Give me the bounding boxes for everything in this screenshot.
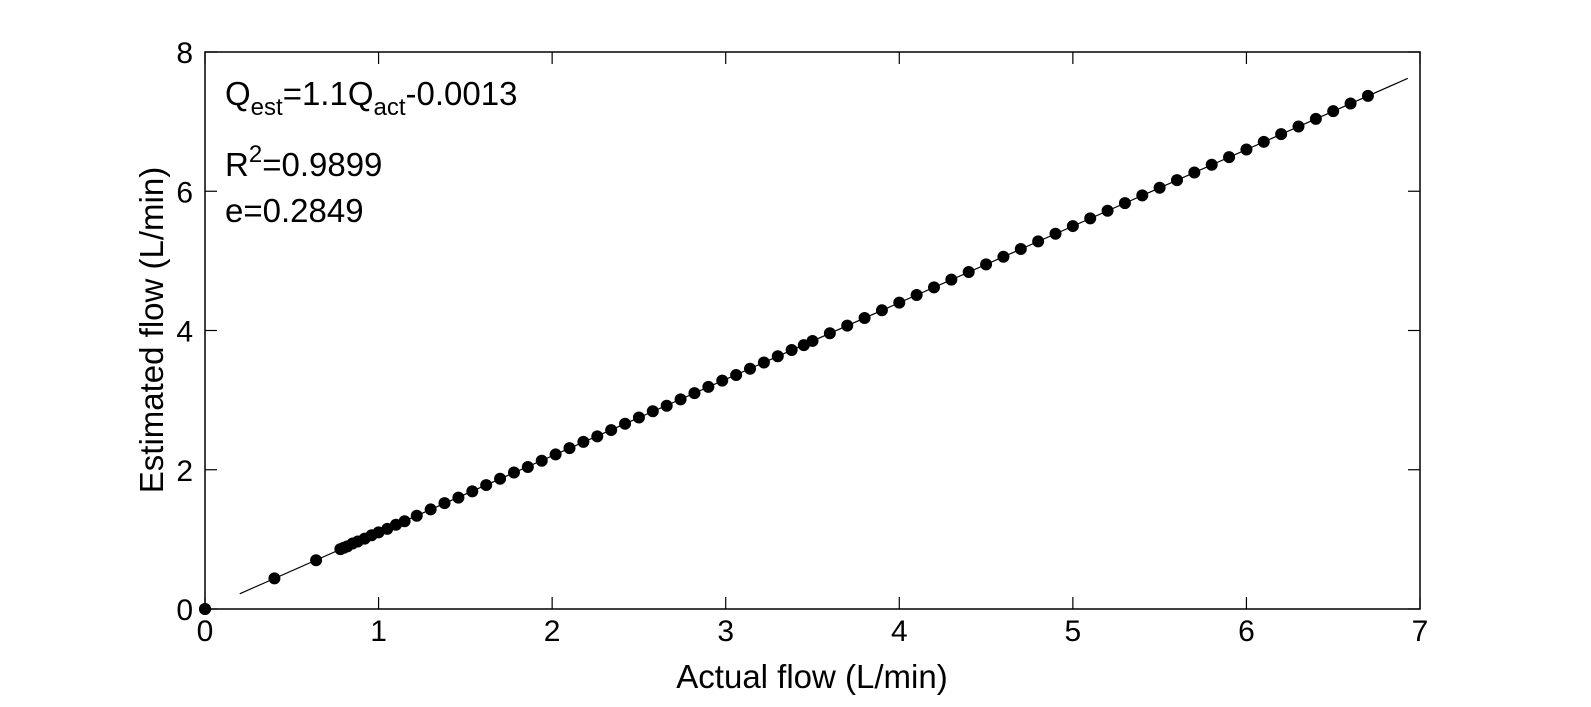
- data-point: [858, 311, 871, 324]
- data-point: [438, 497, 451, 510]
- data-point: [466, 485, 479, 498]
- data-point: [535, 454, 548, 467]
- data-point: [398, 515, 411, 528]
- data-point: [997, 250, 1010, 263]
- x-tick-label: 0: [197, 615, 214, 648]
- r-squared-base: R: [225, 146, 249, 183]
- r-squared-sup: 2: [249, 141, 262, 168]
- data-point: [1136, 189, 1149, 202]
- data-point: [702, 380, 715, 393]
- data-point: [605, 424, 618, 437]
- error-annotation: e=0.2849: [225, 192, 364, 229]
- data-point: [962, 266, 975, 279]
- data-point: [893, 296, 906, 309]
- data-point: [730, 369, 743, 382]
- y-tick-label: 0: [176, 594, 193, 627]
- data-point: [1118, 197, 1131, 210]
- x-tick-label: 6: [1238, 615, 1255, 648]
- data-point: [1257, 135, 1270, 148]
- data-point: [660, 399, 673, 412]
- data-point: [424, 503, 437, 516]
- data-point: [480, 479, 493, 492]
- data-point: [1292, 120, 1305, 133]
- data-point: [823, 327, 836, 340]
- data-point: [1049, 227, 1062, 240]
- data-point: [716, 374, 729, 387]
- data-point: [549, 448, 562, 461]
- data-point: [1344, 97, 1357, 110]
- x-tick-label: 4: [891, 615, 908, 648]
- data-point: [199, 603, 211, 615]
- data-point: [410, 509, 423, 522]
- data-point: [1153, 181, 1166, 194]
- x-tick-label: 2: [544, 615, 561, 648]
- data-point: [1309, 112, 1322, 125]
- data-point: [507, 466, 520, 479]
- data-point: [1205, 158, 1218, 171]
- data-point: [1014, 243, 1027, 256]
- x-tick-label: 5: [1065, 615, 1082, 648]
- data-point: [785, 343, 798, 356]
- data-point: [688, 387, 701, 400]
- data-point: [1066, 220, 1079, 233]
- data-point: [563, 442, 576, 455]
- data-point: [1275, 128, 1288, 141]
- equation-mid: =1.1Q: [283, 75, 374, 112]
- data-point: [1223, 151, 1236, 164]
- data-points: [199, 89, 1374, 615]
- data-point: [494, 472, 507, 485]
- data-point: [1188, 166, 1201, 179]
- x-tick-label: 7: [1412, 615, 1429, 648]
- data-point: [577, 435, 590, 448]
- equation-sub-act: act: [374, 94, 406, 121]
- data-point: [452, 491, 465, 504]
- data-point: [910, 288, 923, 301]
- equation-sub-est: est: [251, 94, 283, 121]
- r-squared-annotation: R2=0.9899: [225, 141, 382, 183]
- y-tick-label: 4: [176, 316, 193, 349]
- equation-annotation: Qest=1.1Qact-0.0013: [225, 75, 517, 121]
- data-point: [619, 417, 632, 430]
- y-tick-label: 2: [176, 455, 193, 488]
- equation-tail: -0.0013: [406, 75, 518, 112]
- data-point: [1171, 174, 1183, 187]
- data-point: [632, 411, 645, 424]
- r-squared-value: =0.9899: [262, 146, 382, 183]
- equation-q-est: Q: [225, 75, 251, 112]
- data-point: [1327, 105, 1340, 118]
- y-tick-label: 8: [176, 37, 193, 70]
- data-point: [1240, 143, 1253, 156]
- y-axis-label: Estimated flow (L/min): [133, 167, 170, 493]
- data-point: [1084, 212, 1097, 225]
- y-tick-label: 6: [176, 176, 193, 209]
- data-point: [841, 319, 854, 332]
- data-point: [521, 460, 534, 473]
- data-point: [268, 572, 281, 585]
- axis-ticks: [204, 51, 1421, 610]
- x-tick-label: 1: [370, 615, 387, 648]
- data-point: [1032, 235, 1045, 248]
- data-point: [875, 304, 888, 317]
- data-point: [1101, 204, 1114, 217]
- data-point: [945, 273, 958, 286]
- data-point: [646, 405, 659, 418]
- data-point: [771, 350, 784, 363]
- x-tick-label: 3: [717, 615, 734, 648]
- data-point: [591, 430, 604, 443]
- data-point: [980, 258, 993, 271]
- x-axis-label: Actual flow (L/min): [676, 658, 947, 695]
- data-point: [674, 393, 687, 406]
- y-tick-labels: 0 2 4 6 8: [176, 37, 193, 627]
- data-point: [310, 554, 323, 567]
- data-point: [744, 362, 757, 375]
- x-tick-labels: 0 1 2 3 4 5 6 7: [197, 615, 1429, 648]
- data-point: [806, 334, 819, 347]
- data-point: [757, 356, 770, 369]
- data-point: [928, 281, 940, 294]
- data-point: [1361, 89, 1374, 102]
